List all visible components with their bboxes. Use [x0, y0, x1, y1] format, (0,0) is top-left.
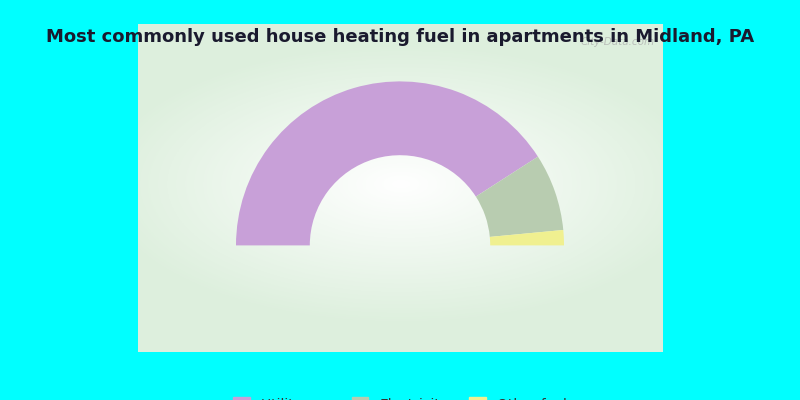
Wedge shape [490, 230, 564, 245]
Legend: Utility gas, Electricity, Other fuel: Utility gas, Electricity, Other fuel [227, 391, 573, 400]
Wedge shape [236, 82, 538, 245]
Text: Most commonly used house heating fuel in apartments in Midland, PA: Most commonly used house heating fuel in… [46, 28, 754, 46]
Wedge shape [476, 157, 563, 237]
Text: City-Data.com: City-Data.com [580, 37, 654, 47]
